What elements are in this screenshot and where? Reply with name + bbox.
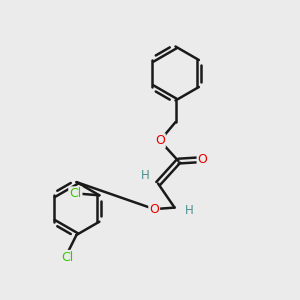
Text: Cl: Cl [69,187,82,200]
Text: O: O [155,134,165,147]
Text: O: O [198,153,207,166]
Text: O: O [149,202,159,216]
Text: Cl: Cl [61,251,74,264]
Text: H: H [185,204,194,217]
Text: H: H [141,169,150,182]
